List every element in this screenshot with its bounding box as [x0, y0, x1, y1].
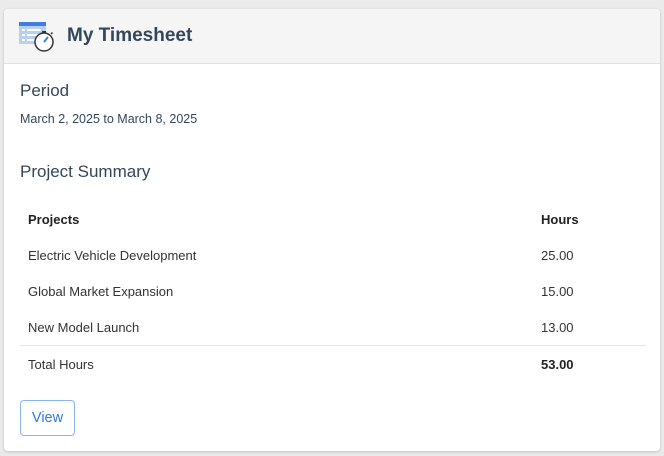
project-hours: 25.00: [541, 247, 574, 263]
column-header-hours: Hours: [541, 211, 579, 227]
total-label: Total Hours: [28, 356, 94, 372]
project-hours: 13.00: [541, 319, 574, 335]
period-range: March 2, 2025 to March 8, 2025: [20, 112, 198, 126]
project-hours: 15.00: [541, 283, 574, 299]
project-name: Electric Vehicle Development: [28, 247, 197, 263]
table-row: New Model Launch 13.00: [20, 309, 646, 345]
project-name: Global Market Expansion: [28, 283, 174, 299]
project-name: New Model Launch: [28, 319, 140, 335]
total-hours: 53.00: [541, 356, 574, 372]
column-header-projects: Projects: [28, 211, 80, 227]
card-title: My Timesheet: [67, 25, 193, 46]
view-button[interactable]: View: [20, 400, 75, 436]
table-header-row: Projects Hours: [20, 201, 646, 237]
timesheet-stopwatch-icon: [18, 19, 56, 53]
total-row: Total Hours 53.00: [20, 345, 646, 382]
project-summary-table: Projects Hours Electric Vehicle Developm…: [20, 201, 646, 382]
table-row: Electric Vehicle Development 25.00: [20, 237, 646, 273]
timesheet-card: My Timesheet Period March 2, 2025 to Mar…: [4, 9, 660, 451]
card-header: My Timesheet: [4, 9, 660, 64]
project-summary-heading: Project Summary: [20, 162, 151, 181]
table-row: Global Market Expansion 15.00: [20, 273, 646, 309]
period-heading: Period: [20, 81, 70, 100]
